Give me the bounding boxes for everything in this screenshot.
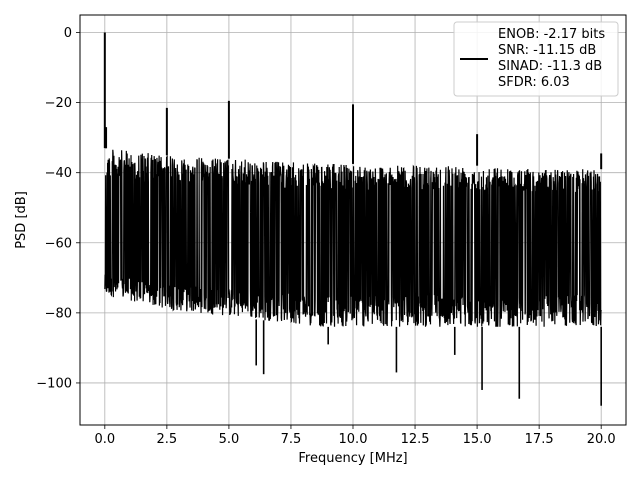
legend-sinad: SINAD: -11.3 dB xyxy=(498,59,602,74)
legend-sfdr: SFDR: 6.03 xyxy=(498,75,570,90)
y-tick-label: −40 xyxy=(45,166,72,181)
x-tick-label: 10.0 xyxy=(339,432,368,447)
x-tick-label: 7.5 xyxy=(281,432,302,447)
legend-snr: SNR: -11.15 dB xyxy=(498,43,596,58)
x-tick-label: 0.0 xyxy=(94,432,115,447)
y-tick-label: −80 xyxy=(45,306,72,321)
x-axis-ticks: 0.0 2.5 5.0 7.5 10.0 12.5 15.0 17.5 20.0 xyxy=(94,425,616,447)
y-tick-label: −100 xyxy=(36,376,72,391)
legend-enob: ENOB: -2.17 bits xyxy=(498,27,605,42)
x-axis-label: Frequency [MHz] xyxy=(298,451,407,466)
y-tick-label: −60 xyxy=(45,236,72,251)
x-tick-label: 12.5 xyxy=(401,432,430,447)
y-axis-ticks: 0 −20 −40 −60 −80 −100 xyxy=(36,26,80,391)
x-tick-label: 17.5 xyxy=(525,432,554,447)
y-tick-label: −20 xyxy=(45,96,72,111)
x-tick-label: 20.0 xyxy=(587,432,616,447)
x-tick-label: 5.0 xyxy=(219,432,240,447)
x-tick-label: 15.0 xyxy=(463,432,492,447)
legend: ENOB: -2.17 bits SNR: -11.15 dB SINAD: -… xyxy=(453,21,619,97)
x-tick-label: 2.5 xyxy=(157,432,178,447)
legend-box xyxy=(453,21,619,97)
series-psd xyxy=(103,32,603,406)
y-axis-label: PSD [dB] xyxy=(14,191,29,249)
psd-noise-trace xyxy=(104,149,602,327)
y-tick-label: 0 xyxy=(64,26,72,41)
